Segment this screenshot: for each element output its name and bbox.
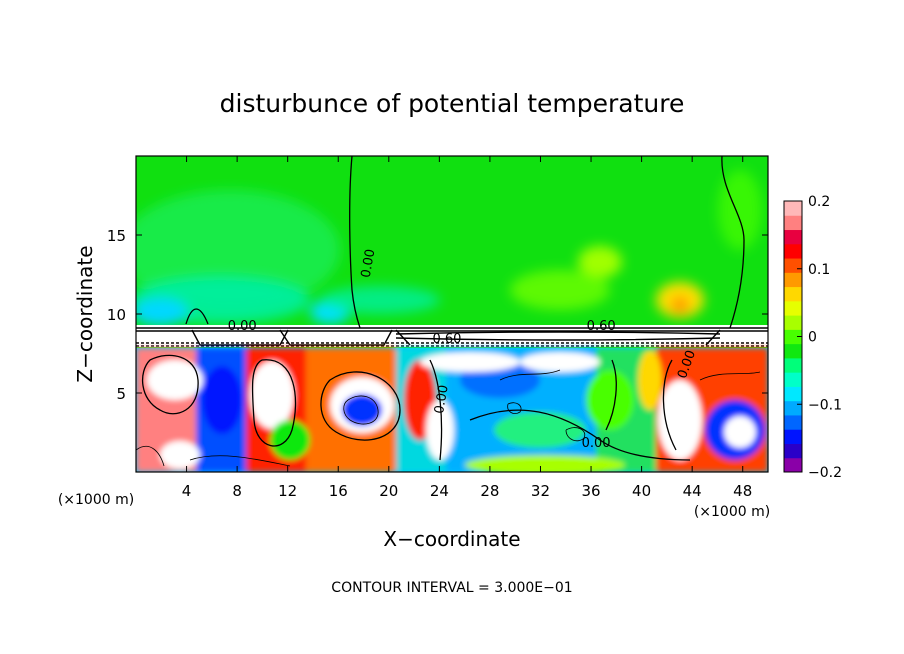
contour-label: 0.60	[587, 319, 616, 334]
x-tick-label: 16	[329, 482, 348, 500]
contour-label: 0.00	[432, 384, 452, 415]
colorbar-swatch	[784, 201, 802, 216]
colorbar-swatch	[784, 258, 802, 273]
y-axis: 5 10 15	[107, 227, 768, 403]
x-tick-label: 28	[480, 482, 499, 500]
x-tick-label: 48	[733, 482, 752, 500]
colorbar-swatch	[784, 229, 802, 245]
y-tick-label: 15	[107, 227, 126, 245]
contour-labels: 0.000.00 0.600.600.000.000.00	[228, 248, 699, 451]
x-tick-label: 4	[182, 482, 192, 500]
colorbar-swatch	[784, 215, 802, 231]
x-tick-label: 12	[278, 482, 297, 500]
contour-label: 0.00	[228, 319, 257, 334]
colorbar-tick-label: 0	[808, 330, 817, 346]
colorbar-swatch	[784, 243, 802, 259]
x-tick-label: 36	[581, 482, 600, 500]
colorbar-swatch	[784, 286, 802, 302]
contour-label: 0.00	[359, 248, 379, 279]
x-tick-label: 24	[430, 482, 449, 500]
y-tick-label: 10	[107, 306, 126, 324]
colorbar-swatch	[784, 414, 802, 430]
colorbar-swatch	[784, 343, 802, 359]
x-tick-label: 8	[232, 482, 242, 500]
colorbar-swatch	[784, 329, 802, 345]
colorbar-swatch	[784, 315, 802, 330]
contour-interval-note: CONTOUR INTERVAL = 3.000E−01	[331, 580, 572, 596]
colorbar-swatch	[784, 386, 802, 402]
colorbar-swatch	[784, 429, 802, 444]
x-tick-label: 32	[531, 482, 550, 500]
colorbar-swatch	[784, 457, 802, 473]
y-axis-label: Z−coordinate	[73, 245, 97, 382]
colorbar: 0.2 0.1 0 −0.1 −0.2	[783, 194, 842, 481]
x-axis-label: X−coordinate	[383, 527, 520, 551]
colorbar-tick-label: 0.1	[808, 262, 830, 278]
colorbar-tick-label: −0.1	[808, 397, 842, 413]
x-tick-label: 44	[683, 482, 702, 500]
colorbar-tick-label: −0.2	[808, 465, 842, 481]
x-tick-label: 20	[379, 482, 398, 500]
colorbar-swatch	[784, 443, 802, 459]
chart-title: disturbunce of potential temperature	[220, 89, 685, 118]
colorbar-swatch	[784, 400, 802, 416]
colorbar-tick-label: 0.2	[808, 194, 830, 210]
colorbar-swatch	[784, 357, 802, 373]
y-tick-label: 5	[116, 385, 126, 403]
colorbar-swatch	[784, 300, 802, 316]
heatmap-field	[136, 156, 768, 472]
contour-label: 0.00	[582, 436, 611, 451]
x-unit-right: (×1000 m)	[694, 504, 770, 520]
colorbar-swatch	[784, 372, 802, 387]
x-tick-label: 40	[632, 482, 651, 500]
x-unit-left: (×1000 m)	[58, 492, 134, 508]
x-axis: 4 8 12 16 20 24 28 32 36 40 44 48	[182, 156, 752, 500]
colorbar-swatch	[784, 272, 802, 288]
contour-label: 0.60	[432, 332, 461, 347]
